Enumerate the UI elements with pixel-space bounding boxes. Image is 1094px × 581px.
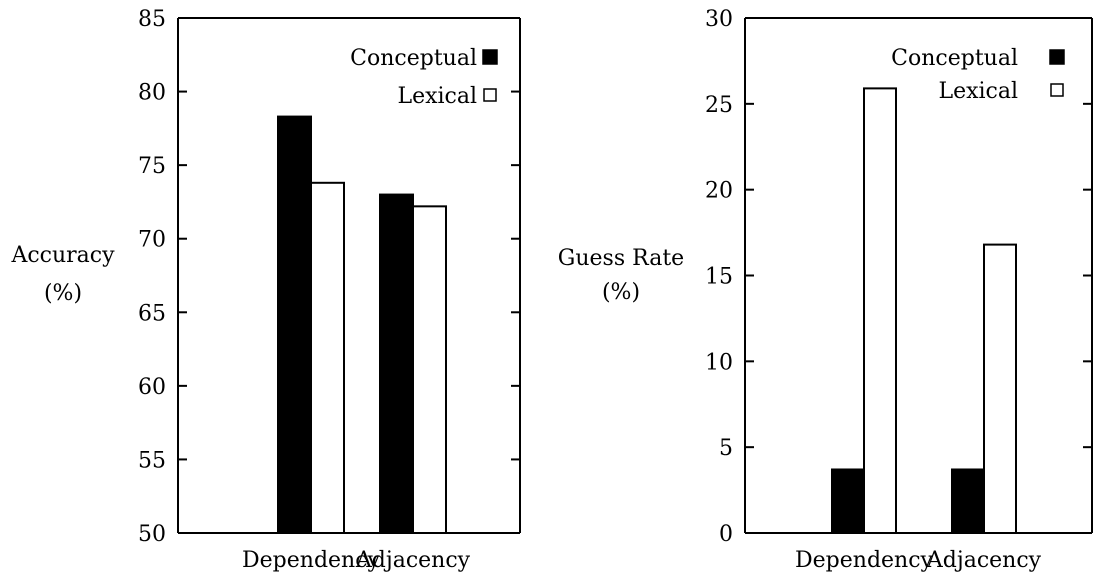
y-tick-label: 5	[719, 436, 733, 461]
y-tick-label: 75	[138, 154, 166, 179]
y-tick-label: 15	[705, 265, 733, 290]
legend-swatch	[483, 88, 497, 102]
bar-lexical-dependency	[310, 181, 345, 535]
y-tick-label: 80	[138, 81, 166, 106]
y-axis-label: Accuracy	[10, 243, 115, 268]
legend-label: Lexical	[938, 79, 1018, 104]
y-tick-label: 55	[138, 448, 166, 473]
y-axis-label: (%)	[44, 281, 82, 306]
y-axis-label: Guess Rate	[558, 246, 684, 271]
legend-label: Conceptual	[350, 46, 477, 71]
y-tick-label: 85	[138, 7, 166, 32]
y-tick-label: 65	[138, 301, 166, 326]
legend-swatch	[482, 49, 498, 65]
y-tick-label: 10	[705, 350, 733, 375]
y-tick-label: 60	[138, 375, 166, 400]
y-tick-label: 50	[138, 522, 166, 547]
legend-label: Conceptual	[891, 46, 1018, 71]
bar-conceptual-adjacency	[379, 193, 414, 534]
bar-lexical-dependency	[863, 87, 897, 534]
y-tick-label: 0	[719, 522, 733, 547]
y-tick-label: 20	[705, 179, 733, 204]
bar-conceptual-dependency	[277, 115, 312, 534]
legend-label: Lexical	[397, 84, 477, 109]
legend-swatch	[1049, 49, 1065, 65]
bar-lexical-adjacency	[412, 205, 447, 534]
bar-conceptual-dependency	[831, 468, 865, 535]
y-tick-label: 25	[705, 93, 733, 118]
y-axis-label: (%)	[602, 280, 640, 305]
bar-conceptual-adjacency	[951, 468, 985, 535]
y-tick-label: 30	[705, 7, 733, 32]
y-tick-label: 70	[138, 228, 166, 253]
bar-lexical-adjacency	[983, 243, 1017, 534]
x-tick-label: Dependency	[242, 548, 381, 573]
legend-swatch	[1050, 83, 1064, 97]
x-tick-label: Adjacency	[355, 548, 471, 573]
x-tick-label: Adjacency	[926, 548, 1042, 573]
x-tick-label: Dependency	[795, 548, 934, 573]
